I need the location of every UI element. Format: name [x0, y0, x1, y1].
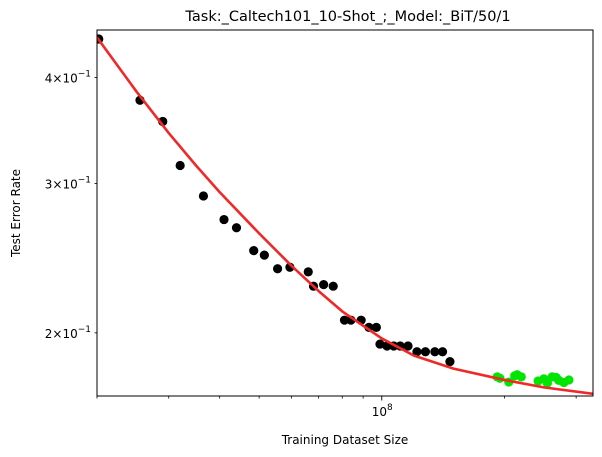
data-point	[445, 356, 455, 367]
data-point	[272, 264, 283, 274]
data-point	[259, 250, 269, 260]
data-point	[516, 372, 526, 382]
data-point	[542, 378, 552, 388]
data-point	[219, 214, 229, 225]
data-point	[371, 322, 381, 332]
y-tick-exponent: −1	[78, 69, 91, 79]
data-point	[175, 160, 185, 171]
data-point	[319, 279, 329, 290]
y-tick-exponent: −1	[78, 325, 91, 335]
y-tick-exponent: −1	[78, 175, 91, 185]
data-point	[249, 246, 259, 256]
data-point	[375, 339, 385, 349]
data-point	[231, 223, 242, 233]
data-point	[564, 375, 574, 385]
y-tick-mantissa: 4×10	[45, 71, 78, 85]
y-tick-label: 2×10−1	[45, 325, 91, 341]
y-tick-label: 3×10−1	[45, 175, 91, 191]
data-point	[328, 281, 338, 291]
x-axis-label: Training Dataset Size	[281, 433, 409, 447]
y-tick-mantissa: 2×10	[45, 327, 78, 341]
data-point	[198, 191, 209, 201]
data-point	[420, 347, 431, 357]
plot-frame	[96, 29, 594, 397]
data-point	[303, 267, 313, 277]
x-tick-label: 108	[372, 403, 393, 419]
y-tick-label: 4×10−1	[45, 69, 91, 85]
data-point	[437, 347, 448, 357]
data-point	[412, 347, 422, 357]
data-point	[430, 347, 440, 357]
y-axis-label: Test Error Rate	[9, 169, 23, 258]
data-point	[403, 341, 413, 351]
x-tick-exponent: 8	[387, 403, 393, 413]
fit-line	[97, 36, 593, 396]
y-tick-mantissa: 3×10	[45, 177, 78, 191]
chart-title: Task:_Caltech101_10-Shot_;_Model:_BiT/50…	[184, 9, 510, 25]
data-point	[339, 315, 350, 325]
